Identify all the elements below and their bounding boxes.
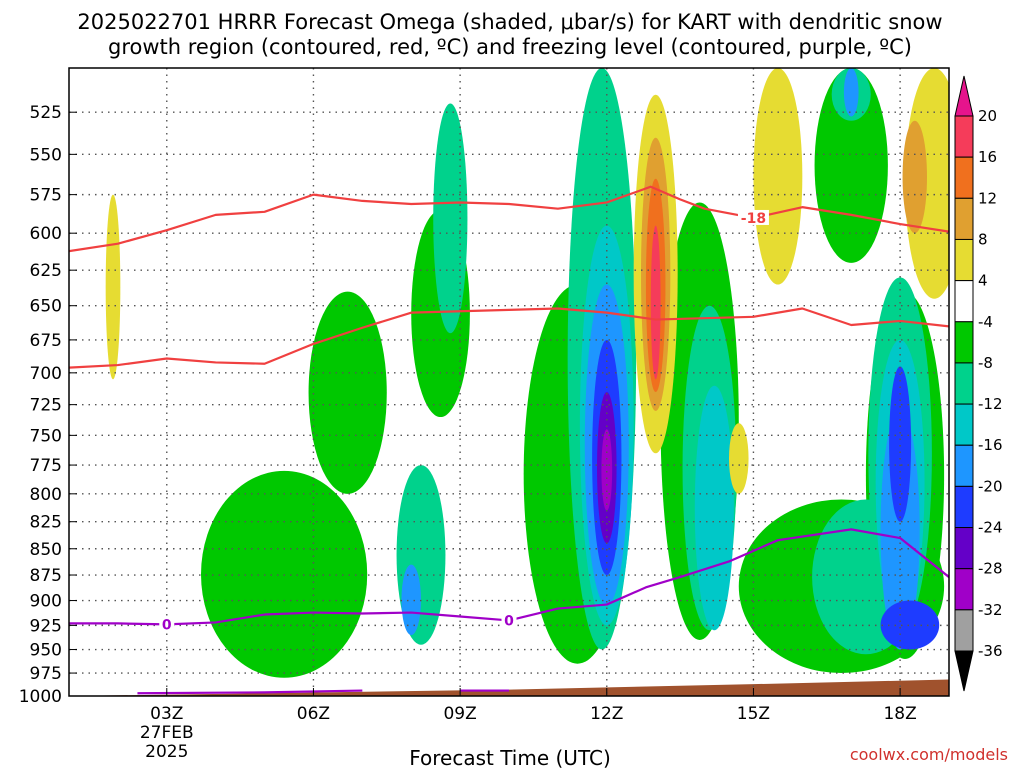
colorbar-bin	[954, 156, 974, 199]
y-tick-label: 950	[30, 641, 62, 661]
colorbar-bin	[954, 362, 974, 405]
y-tick-label: 925	[30, 616, 62, 636]
terrain-fill	[69, 679, 949, 696]
freezing-contour-label: 0	[162, 617, 172, 633]
colorbar-label: -8	[978, 354, 993, 372]
title-line-2: growth region (contoured, red, ºC) and f…	[108, 35, 912, 59]
colorbar-bin	[954, 485, 974, 529]
grid-lines	[69, 68, 949, 696]
omega-cell	[308, 291, 387, 494]
x-axis-label: Forecast Time (UTC)	[409, 746, 611, 768]
colorbar-bin	[954, 403, 974, 446]
omega-cell	[814, 68, 888, 263]
x-tick-label: 12Z	[590, 704, 623, 724]
y-tick-label: 900	[30, 592, 62, 612]
colorbar-bin	[954, 280, 974, 323]
colorbar-bottom-arrow	[954, 650, 974, 692]
y-tick-label: 575	[30, 186, 62, 206]
omega-cell	[650, 225, 661, 380]
freezing-level-surface-contour	[137, 689, 363, 695]
colorbar-bin	[954, 527, 974, 570]
colorbar-bin	[954, 238, 974, 282]
y-tick-label: 800	[30, 485, 62, 505]
y-tick-label: 725	[30, 396, 62, 416]
colorbar-label: -12	[978, 395, 1003, 413]
y-tick-label: 775	[30, 456, 62, 476]
colorbar-label: -32	[978, 601, 1003, 619]
colorbar-label: 16	[978, 148, 997, 166]
x-tick-label: 18Z	[883, 704, 916, 724]
chart-title: 2025022701 HRRR Forecast Omega (shaded, …	[77, 10, 942, 59]
y-tick-label: 750	[30, 426, 62, 446]
y-tick-label: 700	[30, 364, 62, 384]
x-tick-label: 09Z	[443, 704, 476, 724]
colorbar-label: 12	[978, 189, 997, 207]
y-tick-label: 975	[30, 664, 62, 684]
colorbar-label: -4	[978, 313, 993, 331]
colorbar-label: 8	[978, 230, 988, 248]
dgz-top-contour	[69, 185, 949, 253]
omega-cell	[105, 194, 121, 380]
omega-cell	[843, 68, 859, 117]
freezing-contour-label-bg	[501, 612, 517, 628]
y-tick-label: 550	[30, 145, 62, 165]
omega-cell	[401, 564, 421, 636]
freezing-contour-label: 0	[504, 613, 514, 629]
colorbar-label: -24	[978, 519, 1003, 537]
colorbar-top-arrow	[954, 75, 974, 117]
y-tick-label: 675	[30, 331, 62, 351]
colorbar-bin	[954, 444, 974, 487]
y-tick-label: 825	[30, 513, 62, 533]
y-tick-label: 850	[30, 540, 62, 560]
y-tick-label: 875	[30, 566, 62, 586]
colorbar-label: 4	[978, 272, 988, 290]
y-tick-label: 625	[30, 261, 62, 281]
plot-area: -18 0 0	[68, 67, 950, 697]
dgz-contour-label-bg	[737, 209, 769, 225]
omega-cell	[694, 385, 734, 631]
colorbar: 20 16 12 8 4 -4 -8 -12 -16 -20 -24 -28 -32 -36	[954, 75, 1003, 692]
y-tick-label: 525	[30, 103, 62, 123]
dgz-contour-label: -18	[741, 211, 766, 227]
colorbar-label: 20	[978, 107, 997, 125]
x-tick-sublabel: 2025	[145, 742, 188, 762]
colorbar-bin	[954, 197, 974, 240]
omega-shading	[105, 68, 949, 678]
omega-cell	[433, 103, 468, 334]
credit-text: coolwx.com/models	[850, 745, 1008, 764]
plot-frame	[68, 67, 950, 697]
colorbar-bin	[954, 321, 974, 364]
omega-cell	[201, 470, 368, 678]
x-tick-label: 03Z	[150, 704, 183, 724]
x-tick-label: 06Z	[297, 704, 330, 724]
colorbar-label: -16	[978, 436, 1003, 454]
omega-cell	[729, 423, 749, 494]
contours: -18 0 0	[69, 185, 949, 695]
colorbar-label: -36	[978, 642, 1003, 660]
y-tick-label: 600	[30, 224, 62, 244]
omega-cell	[601, 429, 613, 511]
x-tick-label: 15Z	[737, 704, 770, 724]
y-tick-label: 650	[30, 297, 62, 317]
colorbar-label: -20	[978, 477, 1003, 495]
y-axis: 525 550 575 600 625 650 675 700 725 750 775 800 825 8…	[19, 103, 77, 707]
freezing-contour-label-bg	[159, 616, 175, 632]
colorbar-bin	[954, 568, 974, 611]
y-tick-label: 1000	[19, 687, 62, 707]
omega-cell	[753, 68, 803, 285]
colorbar-bin	[954, 609, 974, 652]
dgz-bottom-contour	[69, 307, 949, 369]
colorbar-label: -28	[978, 560, 1003, 578]
omega-cell	[902, 120, 927, 234]
colorbar-bin	[954, 115, 974, 158]
title-line-1: 2025022701 HRRR Forecast Omega (shaded, …	[77, 10, 942, 34]
omega-cell	[880, 600, 940, 650]
terrain-polygon	[69, 679, 949, 696]
x-tick-sublabel: 27FEB	[140, 723, 194, 743]
